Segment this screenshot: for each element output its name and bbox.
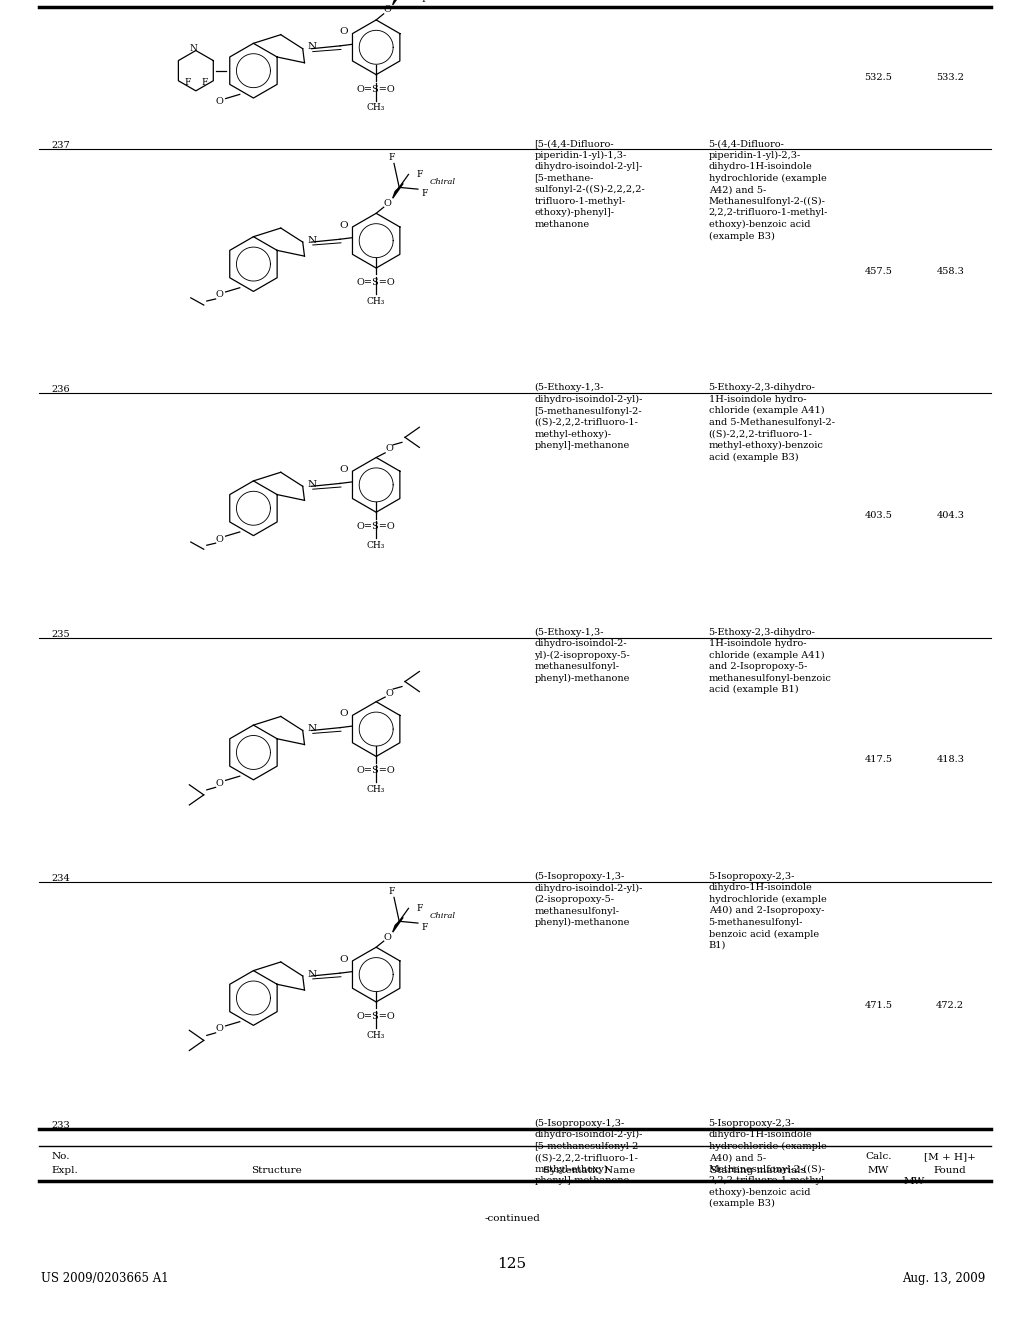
Text: Systematic Name: Systematic Name [543, 1166, 635, 1175]
Text: CH₃: CH₃ [367, 785, 385, 795]
Text: N: N [308, 479, 316, 488]
Text: O: O [340, 220, 348, 230]
Text: O=S=O: O=S=O [356, 1012, 395, 1020]
Text: 236: 236 [51, 385, 70, 395]
Polygon shape [392, 0, 403, 5]
Text: F: F [422, 189, 428, 198]
Text: US 2009/0203665 A1: US 2009/0203665 A1 [41, 1272, 169, 1286]
Text: 5-Ethoxy-2,3-dihydro-
1H-isoindole hydro-
chloride (example A41)
and 5-Methanesu: 5-Ethoxy-2,3-dihydro- 1H-isoindole hydro… [709, 383, 835, 462]
Text: O=S=O: O=S=O [356, 523, 395, 531]
Text: 417.5: 417.5 [864, 755, 893, 764]
Text: N: N [189, 44, 198, 53]
Text: 457.5: 457.5 [864, 267, 893, 276]
Text: 5-(4,4-Difluoro-
piperidin-1-yl)-2,3-
dihydro-1H-isoindole
hydrochloride (exampl: 5-(4,4-Difluoro- piperidin-1-yl)-2,3- di… [709, 139, 828, 240]
Text: CH₃: CH₃ [367, 103, 385, 112]
Text: 125: 125 [498, 1257, 526, 1271]
Text: CH₃: CH₃ [367, 541, 385, 550]
Text: CH₃: CH₃ [367, 297, 385, 306]
Text: Starting materials: Starting materials [710, 1166, 806, 1175]
Text: 403.5: 403.5 [864, 511, 893, 520]
Text: 233: 233 [51, 1121, 70, 1130]
Text: 235: 235 [51, 630, 70, 639]
Text: O=S=O: O=S=O [356, 767, 395, 775]
Text: (5-Isopropoxy-1,3-
dihydro-isoindol-2-yl)-
(2-isopropoxy-5-
methanesulfonyl-
phe: (5-Isopropoxy-1,3- dihydro-isoindol-2-yl… [535, 871, 643, 927]
Text: Calc.: Calc. [865, 1152, 892, 1162]
Text: No.: No. [51, 1152, 70, 1162]
Text: Structure: Structure [251, 1166, 302, 1175]
Text: MW: MW [904, 1177, 925, 1187]
Text: 418.3: 418.3 [936, 755, 965, 764]
Text: N: N [308, 42, 316, 51]
Text: 458.3: 458.3 [936, 267, 965, 276]
Polygon shape [392, 917, 403, 932]
Text: F: F [417, 904, 423, 913]
Text: O: O [216, 98, 223, 106]
Text: (5-Ethoxy-1,3-
dihydro-isoindol-2-
yl)-(2-isopropoxy-5-
methanesulfonyl-
phenyl): (5-Ethoxy-1,3- dihydro-isoindol-2- yl)-(… [535, 627, 631, 682]
Text: O: O [384, 5, 391, 15]
Text: O: O [216, 535, 223, 544]
Text: O: O [384, 199, 391, 207]
Text: 5-Isopropoxy-2,3-
dihydro-1H-isoindole
hydrochloride (example
A40) and 2-Isoprop: 5-Isopropoxy-2,3- dihydro-1H-isoindole h… [709, 871, 826, 950]
Text: O: O [216, 1024, 223, 1034]
Text: -continued: -continued [484, 1214, 540, 1224]
Text: [M + H]+: [M + H]+ [925, 1152, 976, 1162]
Text: O: O [216, 290, 223, 300]
Text: F: F [389, 153, 395, 162]
Text: F: F [184, 78, 190, 87]
Text: Chiral: Chiral [429, 178, 456, 186]
Text: O: O [340, 709, 348, 718]
Text: MW: MW [868, 1166, 889, 1175]
Text: F: F [389, 887, 395, 896]
Text: (5-Ethoxy-1,3-
dihydro-isoindol-2-yl)-
[5-methanesulfonyl-2-
((S)-2,2,2-trifluor: (5-Ethoxy-1,3- dihydro-isoindol-2-yl)- [… [535, 383, 643, 450]
Text: 5-Isopropoxy-2,3-
dihydro-1H-isoindole
hydrochloride (example
A40) and 5-
Methan: 5-Isopropoxy-2,3- dihydro-1H-isoindole h… [709, 1118, 828, 1208]
Text: Aug. 13, 2009: Aug. 13, 2009 [902, 1272, 985, 1286]
Text: N: N [308, 235, 316, 244]
Text: N: N [308, 969, 316, 978]
Text: O: O [385, 445, 393, 453]
Text: O: O [384, 933, 391, 941]
Text: O: O [340, 28, 348, 37]
Text: 5-Ethoxy-2,3-dihydro-
1H-isoindole hydro-
chloride (example A41)
and 2-Isopropox: 5-Ethoxy-2,3-dihydro- 1H-isoindole hydro… [709, 627, 831, 694]
Text: O=S=O: O=S=O [356, 279, 395, 286]
Text: F: F [417, 170, 423, 180]
Text: 237: 237 [51, 141, 70, 150]
Text: 533.2: 533.2 [936, 74, 965, 82]
Text: (5-Isopropoxy-1,3-
dihydro-isoindol-2-yl)-
[5-methanesulfonyl-2-
((S)-2,2,2-trif: (5-Isopropoxy-1,3- dihydro-isoindol-2-yl… [535, 1118, 643, 1185]
Text: O: O [340, 465, 348, 474]
Text: F: F [422, 0, 428, 4]
Text: Chiral: Chiral [429, 912, 456, 920]
Text: N: N [308, 723, 316, 733]
Text: 472.2: 472.2 [936, 1001, 965, 1010]
Text: [5-(4,4-Difluoro-
piperidin-1-yl)-1,3-
dihydro-isoindol-2-yl]-
[5-methane-
sulfo: [5-(4,4-Difluoro- piperidin-1-yl)-1,3- d… [535, 139, 645, 228]
Text: O=S=O: O=S=O [356, 84, 395, 94]
Text: 404.3: 404.3 [936, 511, 965, 520]
Text: Found: Found [934, 1166, 967, 1175]
Text: CH₃: CH₃ [367, 1031, 385, 1040]
Text: F: F [422, 923, 428, 932]
Text: F: F [202, 78, 208, 87]
Text: 532.5: 532.5 [864, 74, 893, 82]
Text: O: O [385, 689, 393, 697]
Text: 471.5: 471.5 [864, 1001, 893, 1010]
Text: O: O [340, 954, 348, 964]
Polygon shape [392, 183, 403, 198]
Text: Expl.: Expl. [51, 1166, 78, 1175]
Text: 234: 234 [51, 874, 70, 883]
Text: O: O [216, 779, 223, 788]
